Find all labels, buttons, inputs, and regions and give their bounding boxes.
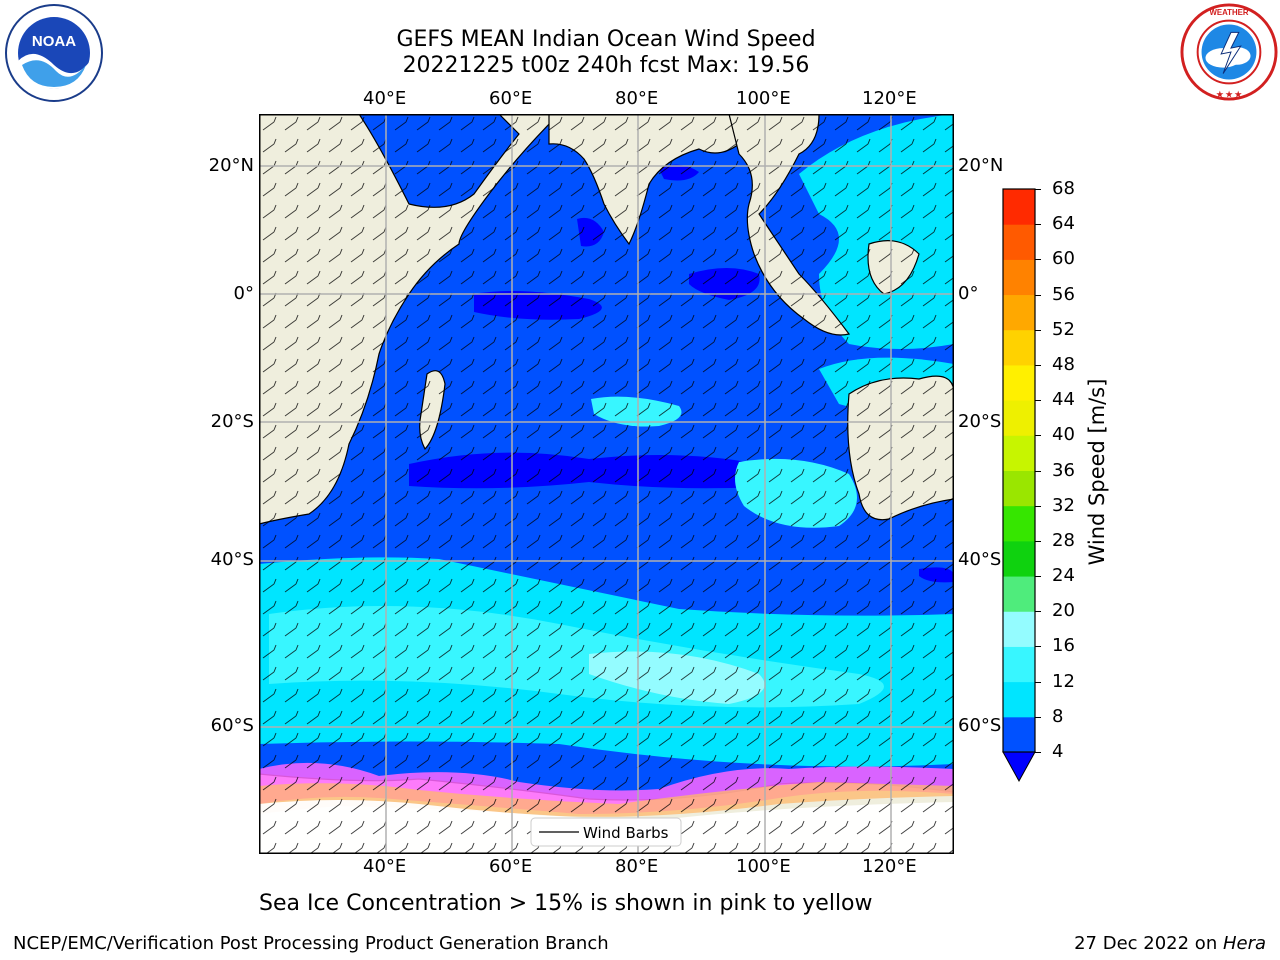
lat-tick-right: 40°S — [958, 549, 1002, 570]
noaa-logo-icon: NOAA — [5, 4, 103, 102]
colorbar-cell — [1003, 435, 1035, 471]
colorbar-cell — [1003, 189, 1035, 225]
colorbar-tick-mark — [1035, 470, 1041, 472]
colorbar-tick: 44 — [1052, 389, 1075, 411]
colorbar-tick-mark — [1035, 435, 1041, 437]
colorbar-tick-mark — [1035, 540, 1041, 542]
colorbar-tick: 36 — [1052, 459, 1075, 481]
colorbar-tick-mark — [1035, 716, 1041, 718]
lat-tick-left: 20°N — [208, 155, 254, 176]
colorbar-tick-mark — [1035, 752, 1041, 753]
colorbar-cell — [1003, 224, 1035, 260]
colorbar-tick: 16 — [1052, 635, 1075, 657]
footer-host: Hera — [1222, 933, 1266, 954]
colorbar-tick: 28 — [1052, 529, 1075, 551]
lat-tick-left: 0° — [233, 283, 254, 304]
colorbar-label: Wind Speed [m/s] — [1085, 378, 1109, 566]
footer-date: 27 Dec 2022 on Hera — [1074, 933, 1266, 954]
sea-ice-caption: Sea Ice Concentration > 15% is shown in … — [259, 891, 873, 916]
colorbar-tick-mark — [1035, 259, 1041, 261]
chart-subtitle: 20221225 t00z 240h fcst Max: 19.56 — [402, 53, 810, 78]
colorbar-cell — [1003, 505, 1035, 542]
colorbar-tick: 4 — [1052, 741, 1064, 762]
lon-tick-bottom: 120°E — [862, 856, 917, 877]
colorbar-cell — [1003, 400, 1035, 436]
colorbar-tick-mark — [1035, 400, 1041, 402]
colorbar-tick: 64 — [1052, 213, 1075, 235]
colorbar-tick: 24 — [1052, 565, 1075, 587]
lon-tick-top: 60°E — [489, 88, 533, 109]
lon-tick-bottom: 40°E — [363, 856, 407, 877]
map-gridlines — [259, 114, 954, 854]
colorbar-cell — [1003, 611, 1035, 647]
colorbar-tick-mark — [1035, 646, 1041, 648]
svg-text:WEATHER: WEATHER — [1210, 8, 1249, 17]
lat-tick-left: 20°S — [210, 411, 254, 432]
lon-tick-bottom: 100°E — [736, 856, 791, 877]
lon-tick-top: 120°E — [862, 88, 917, 109]
lon-tick-top: 40°E — [363, 88, 407, 109]
legend-label: Wind Barbs — [583, 824, 669, 842]
lat-tick-right: 0° — [958, 283, 979, 304]
lon-tick-top: 80°E — [615, 88, 659, 109]
colorbar-cell — [1003, 646, 1035, 683]
colorbar-tick-mark — [1035, 364, 1041, 366]
colorbar-cell — [1003, 576, 1035, 612]
colorbar-tick: 52 — [1052, 318, 1075, 340]
colorbar-cell — [1003, 716, 1035, 753]
lat-tick-right: 20°N — [958, 155, 1004, 176]
lat-tick-right: 20°S — [958, 411, 1002, 432]
colorbar-tick: 20 — [1052, 600, 1075, 622]
colorbar-tick-mark — [1035, 681, 1041, 683]
colorbar-cell — [1003, 259, 1035, 296]
colorbar-tick: 48 — [1052, 353, 1075, 375]
colorbar-tick-mark — [1035, 505, 1041, 507]
colorbar-tick: 60 — [1052, 248, 1075, 270]
colorbar-tick-mark — [1035, 329, 1041, 331]
colorbar-cell — [1003, 364, 1035, 401]
colorbar-cell — [1003, 681, 1035, 718]
colorbar-cell — [1003, 540, 1035, 577]
svg-text:★ ★ ★: ★ ★ ★ — [1216, 90, 1242, 99]
colorbar-tick: 68 — [1052, 178, 1075, 199]
colorbar-tick-mark — [1035, 611, 1041, 613]
colorbar — [1002, 188, 1036, 783]
colorbar-cell — [1003, 329, 1035, 366]
colorbar-tick: 32 — [1052, 494, 1075, 516]
colorbar-tick: 40 — [1052, 424, 1075, 446]
colorbar-tick-mark — [1035, 294, 1041, 296]
lat-tick-left: 40°S — [210, 549, 254, 570]
colorbar-cell — [1003, 294, 1035, 331]
colorbar-tick-mark — [1035, 576, 1041, 578]
colorbar-tick: 8 — [1052, 705, 1064, 727]
map-legend: Wind Barbs — [530, 817, 682, 847]
map-frame — [259, 114, 954, 854]
colorbar-tick-mark — [1035, 224, 1041, 226]
colorbar-tick: 12 — [1052, 670, 1075, 692]
chart-title: GEFS MEAN Indian Ocean Wind Speed — [396, 27, 816, 52]
wind-speed-map: Wind Barbs — [259, 114, 954, 854]
colorbar-tick-mark — [1035, 189, 1041, 190]
lat-tick-right: 60°S — [958, 715, 1002, 736]
wind-barbs-layer — [259, 114, 954, 854]
footer-credit: NCEP/EMC/Verification Post Processing Pr… — [13, 933, 609, 954]
lon-tick-top: 100°E — [736, 88, 791, 109]
lon-tick-bottom: 80°E — [615, 856, 659, 877]
colorbar-extend-arrow — [1002, 751, 1036, 783]
lon-tick-bottom: 60°E — [489, 856, 533, 877]
noaa-logo-text: NOAA — [32, 33, 76, 50]
lat-tick-left: 60°S — [210, 715, 254, 736]
colorbar-cell — [1003, 470, 1035, 507]
nws-logo-icon: WEATHER ★ ★ ★ — [1180, 3, 1278, 101]
colorbar-tick: 56 — [1052, 283, 1075, 305]
